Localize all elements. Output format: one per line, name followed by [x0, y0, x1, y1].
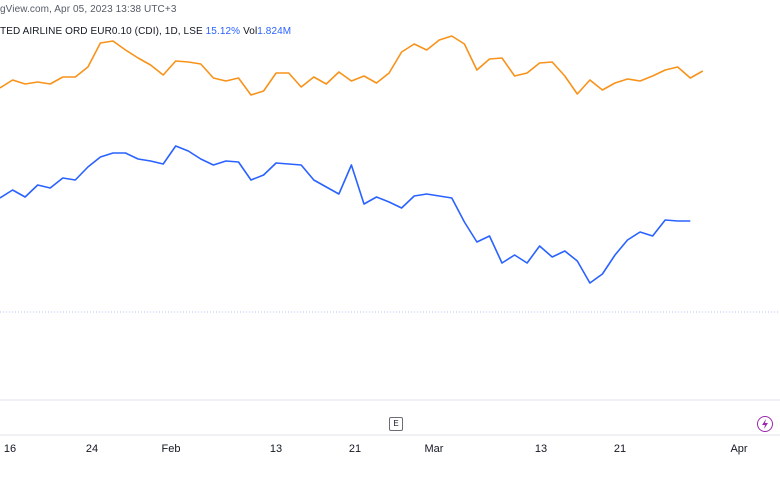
volume-value: 1.824M [257, 26, 292, 37]
change-percent: 15.12% [205, 26, 241, 37]
symbol-info-line: TED AIRLINE ORD EUR0.10 (CDI), 1D, LSE 1… [0, 26, 291, 37]
x-tick-label: Feb [162, 443, 181, 455]
lightning-icon [762, 419, 768, 429]
volume-label: Vol [243, 26, 258, 37]
x-tick-label: Mar [425, 443, 444, 455]
blue-series-line [0, 145, 691, 284]
x-tick-label: 13 [535, 443, 547, 455]
x-tick-label: 24 [86, 443, 98, 455]
x-tick-label: 21 [349, 443, 361, 455]
orange-series-line [0, 35, 704, 96]
symbol-name: TED AIRLINE ORD EUR0.10 (CDI), 1D, LSE [0, 26, 203, 37]
x-tick-label: Apr [730, 443, 747, 455]
lightning-button[interactable] [757, 416, 773, 432]
x-tick-label: 13 [270, 443, 282, 455]
x-tick-label: 21 [614, 443, 626, 455]
x-tick-label: 16 [4, 443, 16, 455]
series-layer [0, 35, 704, 284]
earnings-marker-button[interactable]: E [389, 417, 403, 431]
source-timestamp-line: gView.com, Apr 05, 2023 13:38 UTC+3 [0, 4, 177, 15]
x-axis-ticks: 16 24 Feb 13 21 Mar 13 21 Apr [4, 443, 748, 455]
